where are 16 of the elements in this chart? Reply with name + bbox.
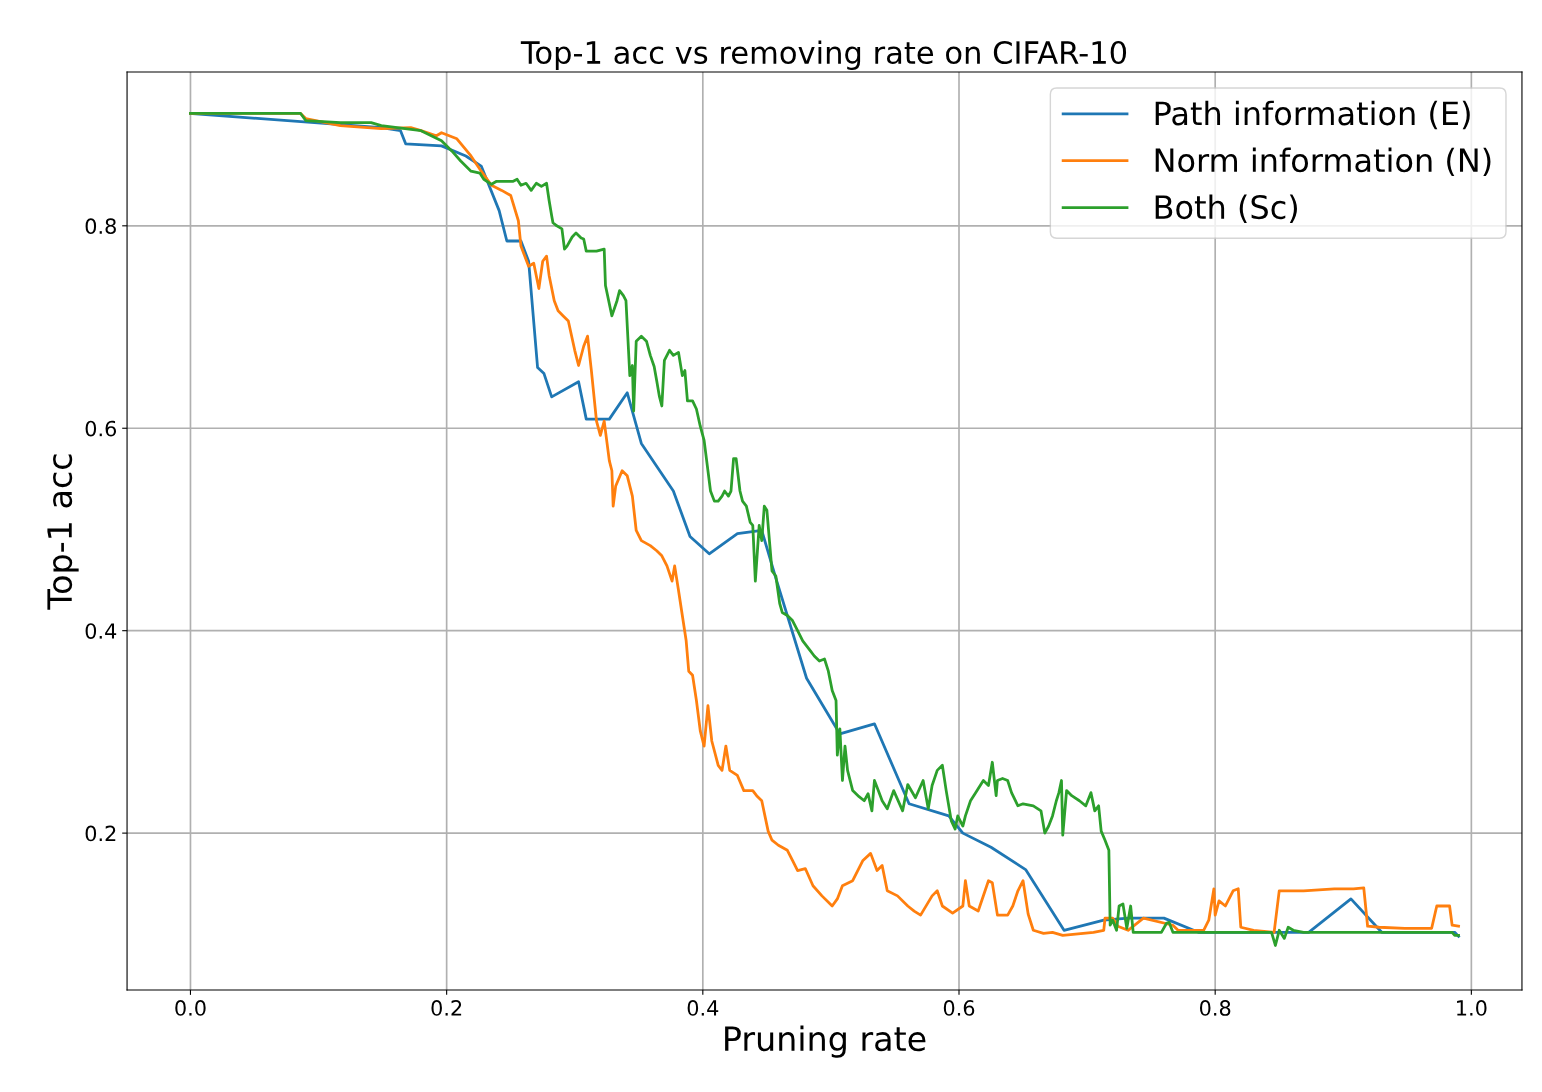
y-tick-label: 0.2 (85, 825, 116, 842)
x-tick-label: 0.0 (175, 1000, 206, 1016)
x-axis-title: Pruning rate (725, 1025, 926, 1058)
x-tick-label: 0.2 (431, 1000, 462, 1016)
chart-title: Top-1 acc vs removing rate on CIFAR-10 (520, 40, 1127, 70)
x-tick-label: 0.8 (1199, 1000, 1231, 1016)
x-tick-label: 0.6 (943, 1000, 975, 1016)
y-tick-label: 0.4 (85, 623, 117, 639)
y-tick-label: 0.8 (85, 218, 116, 235)
y-axis-title: Top-1 acc (47, 454, 79, 610)
legend-label: Norm information (N) (1155, 147, 1491, 177)
x-tick-label: 1.0 (1457, 1000, 1487, 1016)
legend-label: Path information (E) (1155, 100, 1470, 130)
x-tick-label: 0.4 (687, 1000, 719, 1016)
y-tick-label: 0.6 (85, 420, 117, 437)
legend-label: Both (Sc) (1155, 194, 1297, 223)
